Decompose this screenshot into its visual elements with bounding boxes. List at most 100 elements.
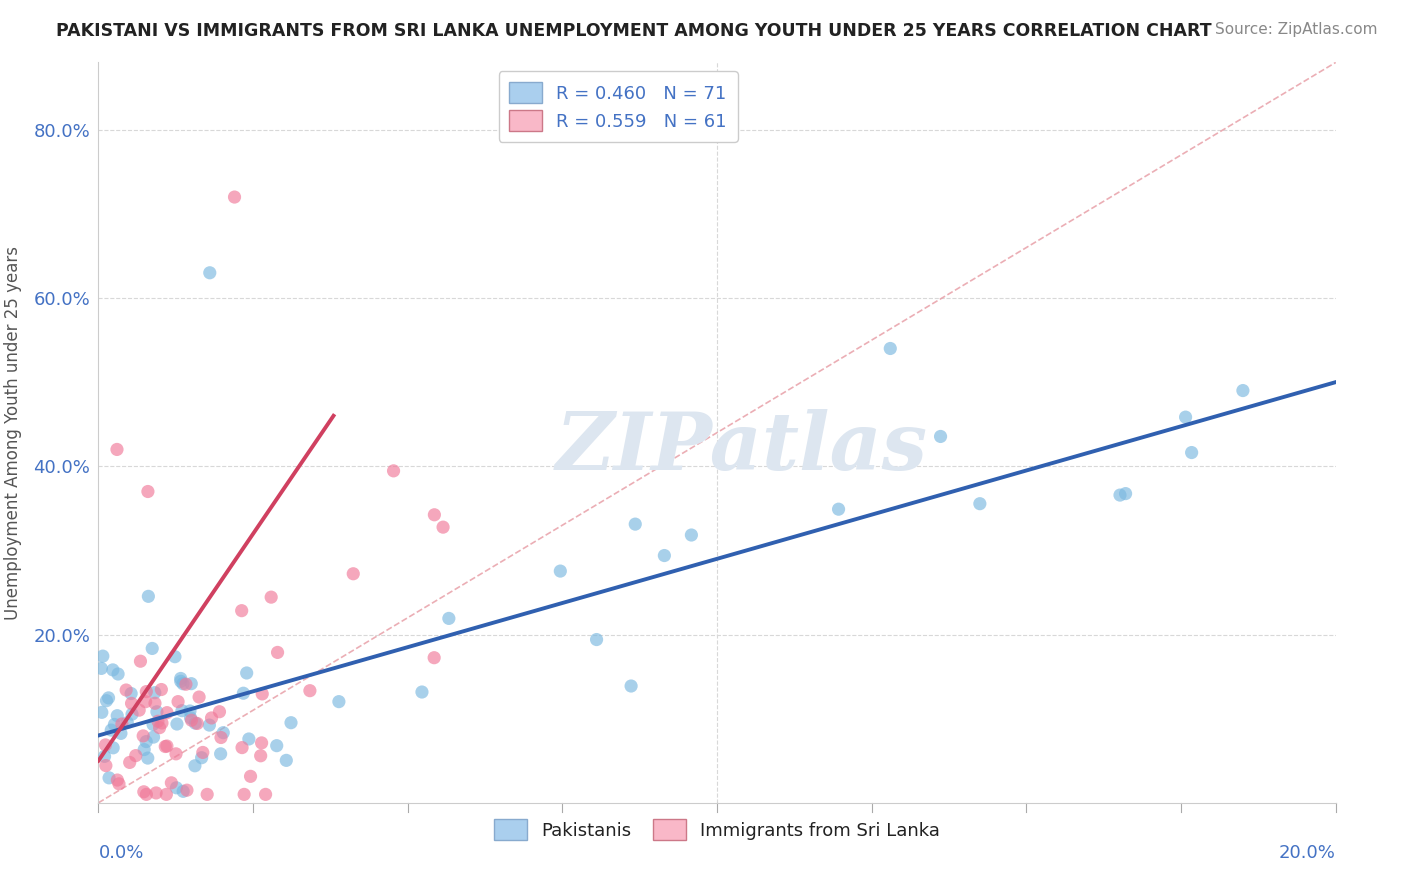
Point	[101, 740, 124, 755]
Point	[170, 674, 193, 689]
Point	[115, 683, 138, 698]
Point	[134, 742, 156, 756]
Point	[136, 484, 159, 499]
Point	[90, 661, 112, 675]
Point	[191, 746, 214, 760]
Point	[135, 734, 157, 748]
Point	[231, 604, 253, 618]
Point	[250, 736, 273, 750]
Point	[136, 751, 159, 765]
Point	[252, 687, 274, 701]
Point	[167, 695, 190, 709]
Point	[276, 753, 298, 767]
Point	[142, 730, 165, 744]
Point	[879, 342, 901, 356]
Point	[342, 566, 364, 581]
Point	[266, 739, 288, 753]
Point	[280, 715, 302, 730]
Point	[172, 677, 194, 691]
Point	[1181, 445, 1204, 459]
Point	[1174, 410, 1197, 425]
Point	[235, 665, 257, 680]
Point	[150, 682, 173, 697]
Point	[156, 739, 179, 753]
Point	[198, 266, 221, 280]
Point	[233, 788, 256, 802]
Point	[111, 717, 134, 731]
Text: ZIPatlas: ZIPatlas	[555, 409, 928, 486]
Point	[107, 667, 129, 681]
Point	[969, 497, 991, 511]
Point	[94, 758, 117, 772]
Point	[150, 716, 173, 731]
Point	[100, 723, 122, 738]
Point	[96, 694, 118, 708]
Point	[145, 786, 167, 800]
Point	[135, 695, 157, 709]
Point	[180, 711, 202, 725]
Point	[180, 713, 202, 727]
Point	[1109, 488, 1132, 502]
Point	[97, 690, 120, 705]
Point	[550, 564, 572, 578]
Point	[121, 707, 143, 722]
Point	[170, 672, 193, 686]
Point	[135, 788, 157, 802]
Point	[254, 788, 277, 802]
Point	[654, 549, 676, 563]
Point	[132, 785, 155, 799]
Point	[155, 739, 177, 754]
Point	[180, 676, 202, 690]
Point	[120, 686, 142, 700]
Point	[188, 690, 211, 704]
Point	[298, 683, 321, 698]
Point	[1232, 384, 1254, 398]
Point	[141, 641, 163, 656]
Point	[681, 528, 703, 542]
Point	[91, 649, 114, 664]
Point	[125, 748, 148, 763]
Point	[198, 718, 221, 732]
Point	[166, 717, 188, 731]
Point	[260, 590, 283, 604]
Point	[110, 726, 132, 740]
Point	[101, 663, 124, 677]
Text: 0.0%: 0.0%	[98, 844, 143, 862]
Point	[382, 464, 405, 478]
Point	[143, 686, 166, 700]
Point	[90, 706, 112, 720]
Point	[266, 645, 288, 659]
Point	[231, 740, 253, 755]
Point	[172, 784, 194, 798]
Point	[224, 190, 246, 204]
Point	[105, 708, 128, 723]
Point	[165, 747, 187, 761]
Point	[423, 508, 446, 522]
Point	[160, 776, 183, 790]
Point	[212, 725, 235, 739]
Point	[163, 649, 186, 664]
Text: PAKISTANI VS IMMIGRANTS FROM SRI LANKA UNEMPLOYMENT AMONG YOUTH UNDER 25 YEARS C: PAKISTANI VS IMMIGRANTS FROM SRI LANKA U…	[56, 22, 1212, 40]
Point	[170, 704, 193, 718]
Y-axis label: Unemployment Among Youth under 25 years: Unemployment Among Youth under 25 years	[4, 245, 22, 620]
Point	[200, 711, 222, 725]
Point	[98, 771, 121, 785]
Point	[249, 748, 271, 763]
Point	[117, 715, 139, 730]
Point	[155, 788, 177, 802]
Point	[195, 788, 218, 802]
Point	[411, 685, 433, 699]
Point	[437, 611, 460, 625]
Point	[184, 759, 207, 773]
Point	[105, 442, 128, 457]
Point	[103, 717, 125, 731]
Point	[156, 706, 179, 720]
Point	[620, 679, 643, 693]
Point	[238, 731, 260, 746]
Point	[190, 750, 212, 764]
Point	[209, 747, 232, 761]
Point	[328, 695, 350, 709]
Point	[176, 783, 198, 797]
Point	[108, 777, 131, 791]
Text: 20.0%: 20.0%	[1279, 844, 1336, 862]
